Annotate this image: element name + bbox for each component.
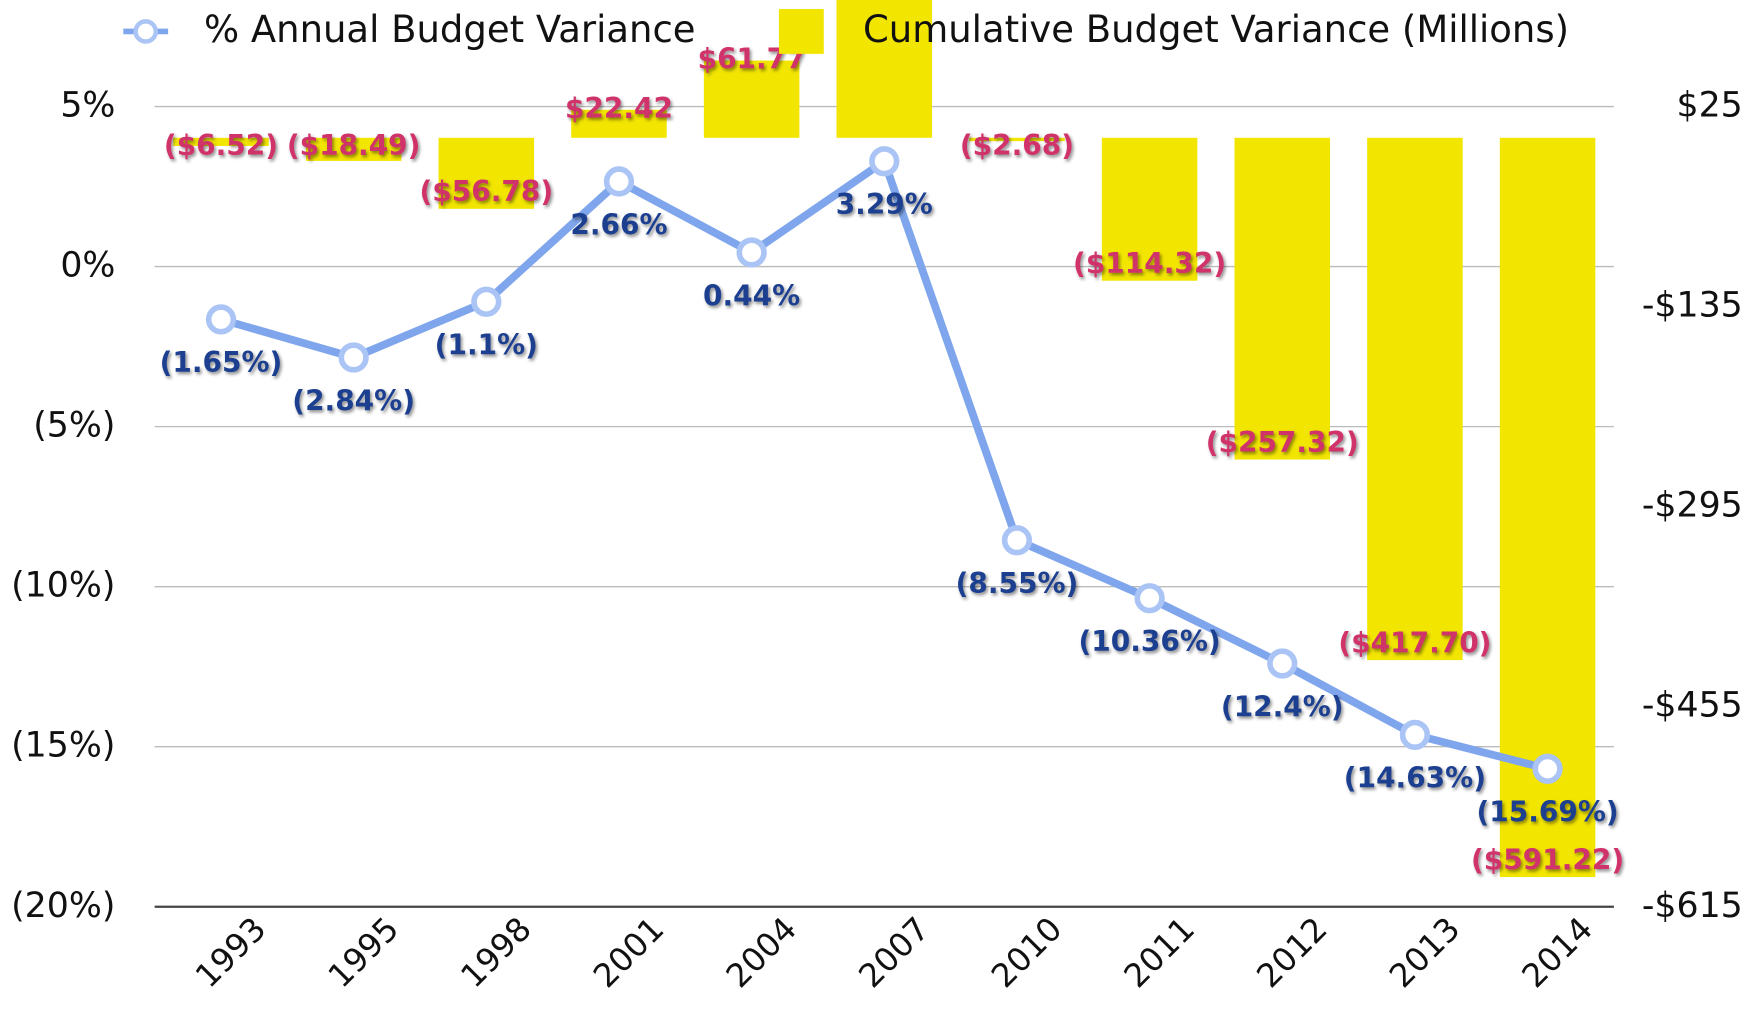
bar-value-label: ($257.32) — [1206, 426, 1359, 459]
line-value-label: (2.84%) — [292, 384, 415, 417]
labels: (1.65%) (2.84%) (1.1%) 2.66% 0.44% 3.29% (8.55… — [160, 43, 1625, 877]
y2-tick-label: -$615 — [1642, 886, 1743, 926]
line-value-label: (1.65%) — [160, 346, 283, 379]
bar — [438, 137, 535, 209]
point — [1399, 719, 1431, 751]
x-tick-label: 1998 — [453, 910, 538, 995]
y2-tick-label: $25 — [1676, 86, 1742, 126]
bar — [305, 137, 402, 161]
y2-tick-label: -$135 — [1642, 286, 1743, 326]
line-value-label: 3.29% — [836, 188, 933, 221]
point — [205, 304, 237, 335]
line-value-label: 0.44% — [703, 279, 800, 312]
legend-label: % Annual Budget Variance — [204, 8, 696, 51]
x-tick-label: 2013 — [1382, 910, 1467, 995]
bar-value-label: ($2.68) — [960, 129, 1074, 162]
x-tick-label: 2004 — [719, 910, 804, 995]
x-tick-label: 2007 — [851, 910, 936, 995]
legend-label: Cumulative Budget Variance (Millions) — [863, 8, 1569, 51]
bar-value-label: ($6.52) — [164, 129, 278, 162]
y-tick-label: (10%) — [11, 566, 115, 606]
line-value-label: (15.69%) — [1476, 796, 1618, 829]
line-value-label: (12.4%) — [1221, 690, 1344, 723]
point — [1267, 648, 1298, 679]
point — [338, 342, 369, 373]
x-tick-label: 1995 — [321, 910, 406, 995]
bar-value-label: $22.42 — [565, 92, 673, 125]
line-value-label: (8.55%) — [956, 567, 1079, 600]
line-value-label: (1.1%) — [435, 329, 538, 362]
y-tick-label: (15%) — [11, 726, 115, 766]
bar — [571, 109, 667, 138]
y2-tick-label: -$455 — [1642, 686, 1743, 726]
bars — [173, 0, 1596, 878]
line-value-label: 2.66% — [570, 208, 667, 241]
y2-tick-label: -$295 — [1642, 486, 1743, 526]
bar-value-label: ($56.78) — [419, 175, 553, 208]
line-value-label: (14.63%) — [1344, 762, 1486, 795]
point — [1001, 525, 1033, 556]
point — [1134, 583, 1165, 614]
point — [736, 237, 767, 268]
x-tick-label: 2012 — [1249, 910, 1334, 995]
line — [219, 157, 1549, 773]
legend-swatch — [778, 9, 824, 54]
legend-marker — [133, 19, 159, 44]
x-tick-label: 2011 — [1117, 910, 1202, 995]
bar-value-label: ($417.70) — [1338, 626, 1491, 659]
bar — [836, 0, 933, 138]
point — [471, 286, 502, 317]
point — [603, 166, 635, 197]
y-tick-label: (20%) — [11, 886, 115, 926]
bar — [173, 137, 269, 146]
point — [869, 146, 900, 177]
x-tick-label: 2010 — [984, 910, 1069, 995]
x-tick-label: 1993 — [188, 910, 273, 995]
bar — [703, 60, 800, 138]
x-tick-label: 2001 — [586, 910, 671, 995]
bar — [1101, 137, 1198, 281]
legend: % Annual Budget Variance Cumulative Budge… — [123, 8, 1569, 54]
bar-value-label: ($18.49) — [287, 129, 421, 162]
line-series — [205, 146, 1563, 784]
bar — [1367, 137, 1463, 661]
x-tick-label: 2014 — [1515, 910, 1600, 995]
y-tick-label: 0% — [60, 246, 115, 286]
y-tick-label: 5% — [60, 86, 115, 126]
bar — [969, 137, 1065, 142]
grid — [154, 105, 1614, 908]
point — [1532, 753, 1563, 784]
y-tick-label: (5%) — [33, 406, 115, 446]
bar-value-label: ($114.32) — [1073, 247, 1226, 280]
bar — [1234, 137, 1331, 460]
bar-value-label: ($591.22) — [1471, 843, 1624, 876]
line-value-label: (10.36%) — [1078, 625, 1220, 658]
